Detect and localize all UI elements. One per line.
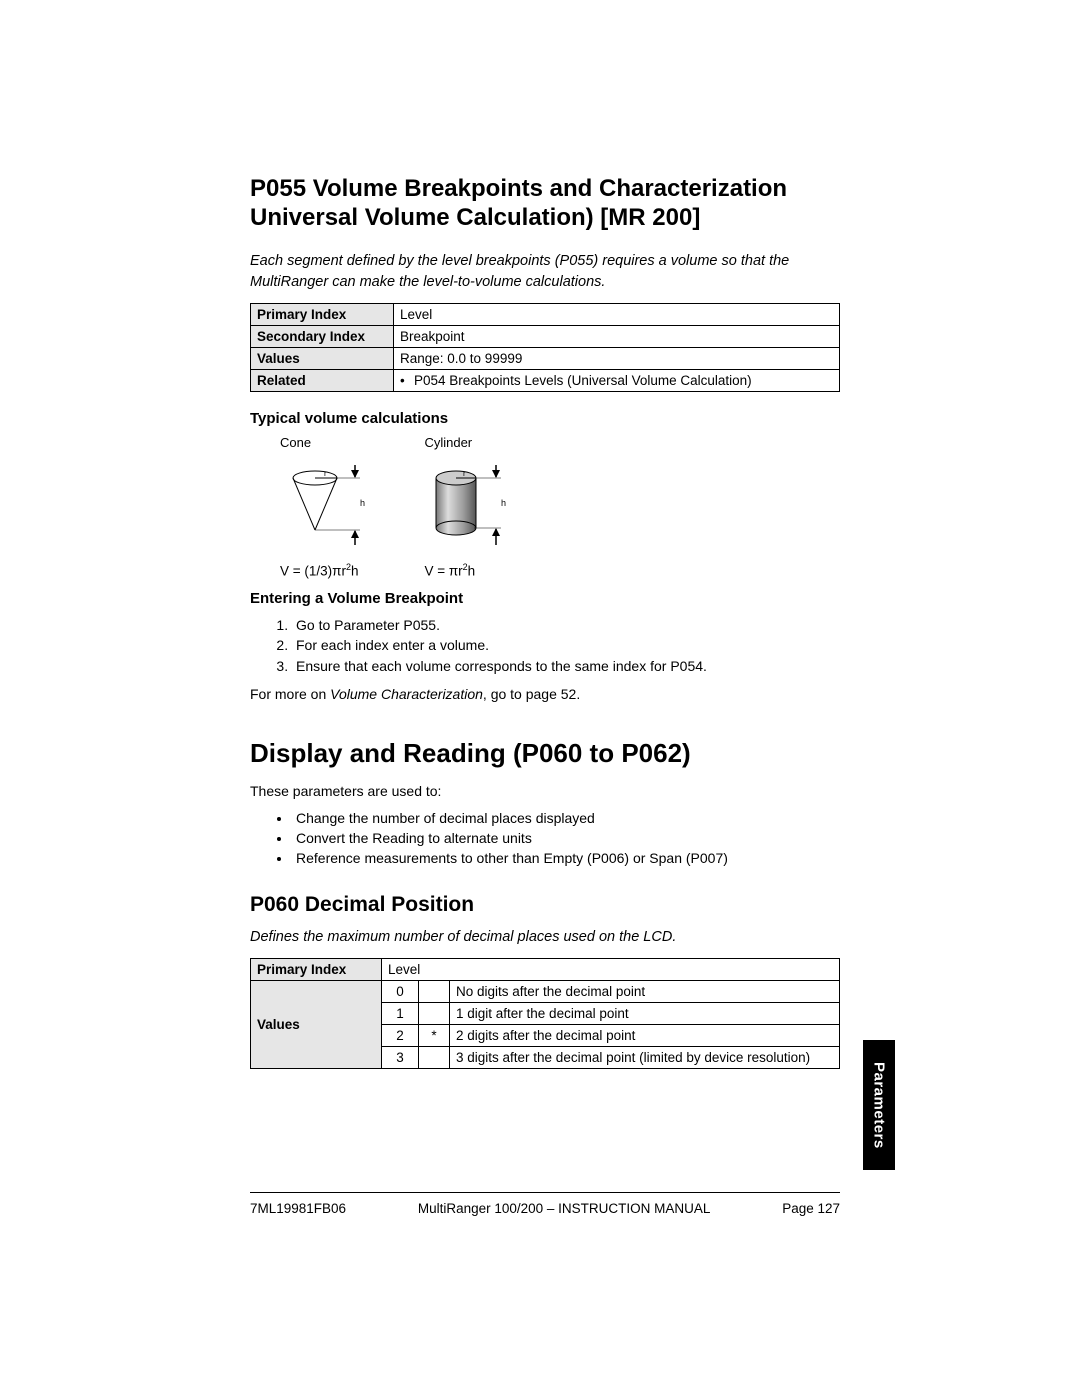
cell-secondary-index-value: Breakpoint (394, 325, 840, 347)
section-bullets: Change the number of decimal places disp… (250, 808, 840, 869)
subhead-typical: Typical volume calculations (250, 410, 840, 427)
row1-num: 1 (382, 1002, 419, 1024)
cone-column: Cone r h V = (1/3)πr2h (280, 435, 420, 579)
p060-primary-label: Primary Index (251, 958, 382, 980)
related-text: P054 Breakpoints Levels (Universal Volum… (414, 373, 752, 388)
p060-heading: P060 Decimal Position (250, 893, 840, 917)
row0-num: 0 (382, 980, 419, 1002)
p060-def: Defines the maximum number of decimal pl… (250, 927, 840, 948)
row0-text: No digits after the decimal point (450, 980, 840, 1002)
row3-text: 3 digits after the decimal point (limite… (450, 1046, 840, 1068)
h-label: h (360, 498, 365, 508)
cylinder-formula: V = πr2h (424, 562, 564, 579)
steps-list: Go to Parameter P055. For each index ent… (250, 615, 840, 676)
p060-values-label: Values (251, 980, 382, 1068)
bullet-1: Change the number of decimal places disp… (292, 808, 840, 828)
cone-diagram: r h (280, 460, 380, 550)
step-2: For each index enter a volume. (292, 635, 840, 655)
footer-center: MultiRanger 100/200 – INSTRUCTION MANUAL (418, 1201, 711, 1216)
cone-formula: V = (1/3)πr2h (280, 562, 420, 579)
svg-text:r: r (463, 469, 466, 478)
title-line-1: P055 Volume Breakpoints and Characteriza… (250, 175, 787, 202)
row0-star (419, 980, 450, 1002)
step-3: Ensure that each volume corresponds to t… (292, 656, 840, 676)
row1-text: 1 digit after the decimal point (450, 1002, 840, 1024)
cylinder-diagram: r h (424, 460, 524, 550)
section-heading: Display and Reading (P060 to P062) (250, 738, 840, 769)
cylinder-label: Cylinder (424, 435, 564, 450)
bullet-2: Convert the Reading to alternate units (292, 828, 840, 848)
page-footer: 7ML19981FB06 MultiRanger 100/200 – INSTR… (250, 1192, 840, 1216)
row2-text: 2 digits after the decimal point (450, 1024, 840, 1046)
bullet-3: Reference measurements to other than Emp… (292, 848, 840, 868)
title-line-2: Universal Volume Calculation) [MR 200] (250, 204, 700, 231)
cell-secondary-index-label: Secondary Index (251, 325, 394, 347)
cone-label: Cone (280, 435, 420, 450)
cell-primary-index-label: Primary Index (251, 303, 394, 325)
param-table-p060: Primary Index Level Values 0 No digits a… (250, 958, 840, 1069)
cylinder-column: Cylinder r (424, 435, 564, 579)
subhead-entering: Entering a Volume Breakpoint (250, 590, 840, 607)
svg-text:r: r (324, 469, 327, 478)
main-heading: P055 Volume Breakpoints and Characteriza… (250, 175, 840, 233)
side-tab-parameters: Parameters (863, 1040, 895, 1170)
cell-primary-index-value: Level (394, 303, 840, 325)
page-content: P055 Volume Breakpoints and Characteriza… (250, 175, 840, 1069)
row1-star (419, 1002, 450, 1024)
p060-primary-value: Level (382, 958, 840, 980)
cell-related-label: Related (251, 369, 394, 391)
param-table-p055: Primary Index Level Secondary Index Brea… (250, 303, 840, 392)
footer-left: 7ML19981FB06 (250, 1201, 346, 1216)
row3-star (419, 1046, 450, 1068)
cell-values-value: Range: 0.0 to 99999 (394, 347, 840, 369)
cell-related-value: •P054 Breakpoints Levels (Universal Volu… (394, 369, 840, 391)
more-italic: Volume Characterization (330, 686, 483, 702)
svg-text:h: h (501, 498, 506, 508)
section-intro: These parameters are used to: (250, 781, 840, 801)
footer-right: Page 127 (782, 1201, 840, 1216)
intro-text: Each segment defined by the level breakp… (250, 251, 840, 293)
row2-num: 2 (382, 1024, 419, 1046)
row2-star: * (419, 1024, 450, 1046)
step-1: Go to Parameter P055. (292, 615, 840, 635)
cell-values-label: Values (251, 347, 394, 369)
more-info: For more on Volume Characterization, go … (250, 684, 840, 704)
row3-num: 3 (382, 1046, 419, 1068)
shapes-row: Cone r h V = (1/3)πr2h Cylinder (280, 435, 840, 579)
